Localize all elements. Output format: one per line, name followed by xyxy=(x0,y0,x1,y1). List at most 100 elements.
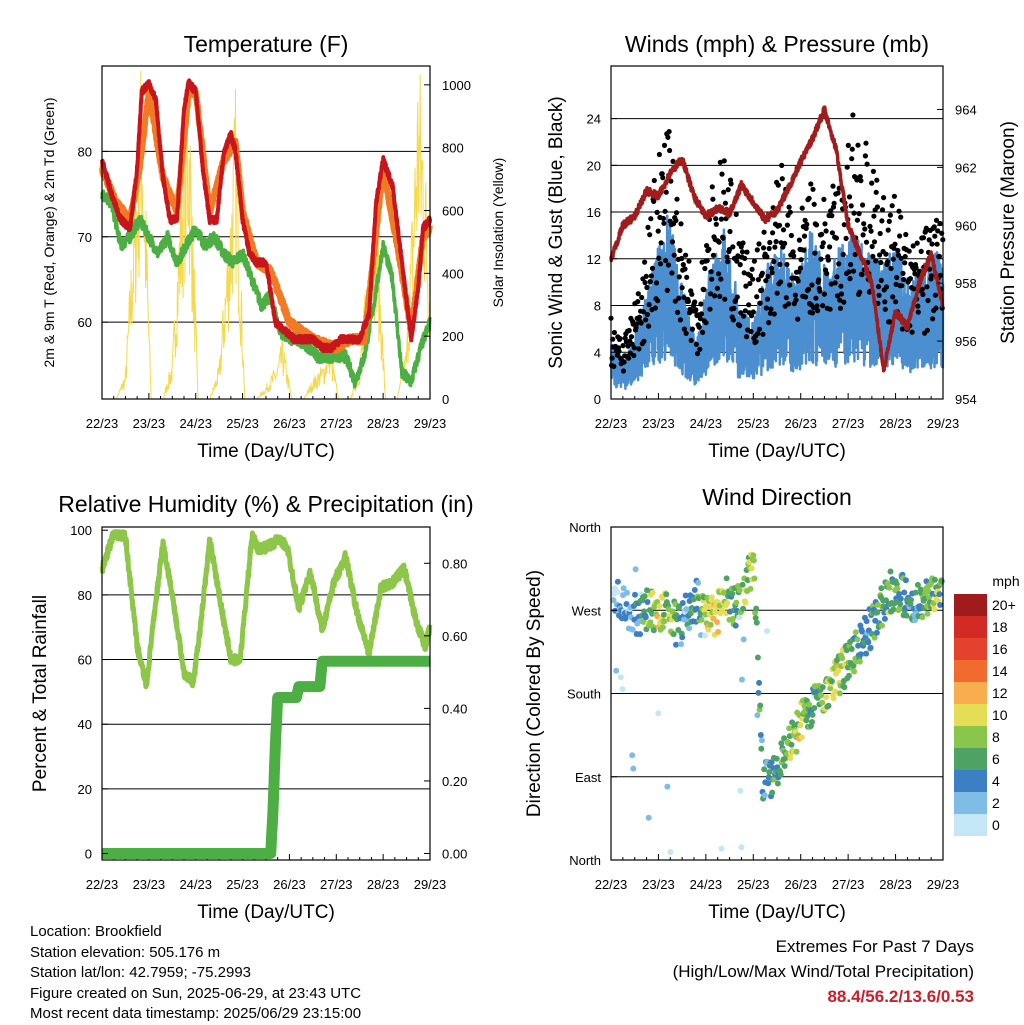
direction-point xyxy=(744,577,751,584)
gust-point xyxy=(808,181,814,187)
direction-point xyxy=(852,629,859,636)
gust-point xyxy=(859,271,865,278)
gust-point xyxy=(851,210,857,216)
x-tick-label: 22/23 xyxy=(86,877,119,892)
gust-point xyxy=(899,283,905,289)
direction-point xyxy=(912,589,919,596)
direction-point xyxy=(620,585,627,592)
direction-point xyxy=(729,615,736,622)
gust-point xyxy=(889,203,895,209)
gust-point xyxy=(768,265,775,271)
gust-point xyxy=(809,282,815,288)
direction-point xyxy=(828,678,835,685)
x-tick-label: 28/23 xyxy=(367,877,400,892)
gust-point xyxy=(677,317,684,323)
gust-point xyxy=(882,306,888,312)
y2-tick-label: 954 xyxy=(955,392,977,407)
gust-point xyxy=(818,256,824,262)
gust-point xyxy=(716,239,722,245)
gust-point xyxy=(786,204,792,210)
x-tick-label: 23/23 xyxy=(133,416,166,431)
gust-point xyxy=(778,279,784,285)
gust-point xyxy=(909,329,915,335)
gust-point xyxy=(857,289,863,295)
legend-label: 14 xyxy=(992,663,1008,679)
gust-point xyxy=(660,215,667,222)
plot-border xyxy=(610,65,944,400)
gust-point xyxy=(827,244,833,250)
gust-point xyxy=(856,211,862,217)
direction-point xyxy=(649,589,656,596)
direction-point xyxy=(867,644,874,651)
gust-point xyxy=(799,205,805,211)
direction-point xyxy=(764,628,770,634)
direction-point xyxy=(863,618,870,625)
direction-point xyxy=(806,701,813,708)
direction-xlabel: Time (Day/UTC) xyxy=(708,902,846,923)
gust-point xyxy=(777,261,783,267)
direction-point xyxy=(848,646,855,652)
direction-point xyxy=(632,591,638,598)
direction-point xyxy=(661,611,667,618)
y-tick-label: 12 xyxy=(587,252,601,267)
direction-point xyxy=(682,592,689,599)
gust-point xyxy=(841,299,847,305)
gust-point xyxy=(673,217,679,224)
direction-point xyxy=(901,589,908,596)
gust-point xyxy=(708,269,714,275)
gust-point xyxy=(869,243,875,250)
gust-point xyxy=(893,299,899,305)
gust-point xyxy=(863,239,870,245)
direction-point xyxy=(678,641,685,648)
gust-point xyxy=(735,253,741,259)
gust-point xyxy=(709,276,715,282)
gust-point xyxy=(733,211,739,217)
gust-point xyxy=(662,208,668,214)
gust-point xyxy=(879,218,885,224)
direction-point xyxy=(670,631,677,638)
gust-point xyxy=(801,247,807,253)
gust-point xyxy=(683,252,689,258)
direction-point xyxy=(659,624,666,631)
legend-swatch xyxy=(954,616,987,638)
direction-point xyxy=(694,605,700,612)
y-tick-label: North xyxy=(569,853,601,868)
gust-point xyxy=(812,250,818,256)
gust-point xyxy=(771,258,777,265)
gust-point xyxy=(772,244,778,250)
extremes-subtitle: (High/Low/Max Wind/Total Precipitation) xyxy=(672,962,974,981)
gust-point xyxy=(717,159,723,165)
gust-point xyxy=(656,255,662,261)
gust-point xyxy=(684,274,690,280)
gust-point xyxy=(631,345,637,351)
precip-series xyxy=(97,655,435,859)
gust-point xyxy=(877,252,883,258)
direction-point xyxy=(724,600,731,607)
direction-point xyxy=(667,849,674,855)
gust-point xyxy=(930,316,936,322)
gust-point xyxy=(890,256,896,262)
gust-point xyxy=(891,245,897,251)
legend-label: 2 xyxy=(992,795,1000,811)
gust-point xyxy=(755,277,762,283)
gust-point xyxy=(819,231,825,237)
gust-point xyxy=(742,308,748,314)
temperature-xlabel: Time (Day/UTC) xyxy=(197,441,335,462)
direction-point xyxy=(908,597,914,603)
gust-point xyxy=(689,326,696,332)
gust-point xyxy=(820,303,826,309)
gust-point xyxy=(798,257,804,263)
gust-point xyxy=(722,296,728,302)
latlon-label: Station lat/lon: 42.7959; -75.2993 xyxy=(30,964,252,981)
direction-point xyxy=(656,603,663,609)
gust-point xyxy=(741,313,747,319)
gust-point xyxy=(801,233,808,239)
gust-point xyxy=(888,265,894,272)
gust-point xyxy=(896,208,902,214)
y-tick-label: 0 xyxy=(85,847,92,862)
direction-point xyxy=(874,609,881,616)
gust-point xyxy=(838,291,845,297)
gust-point xyxy=(734,258,740,264)
y2-tick-label: 1000 xyxy=(442,78,471,93)
